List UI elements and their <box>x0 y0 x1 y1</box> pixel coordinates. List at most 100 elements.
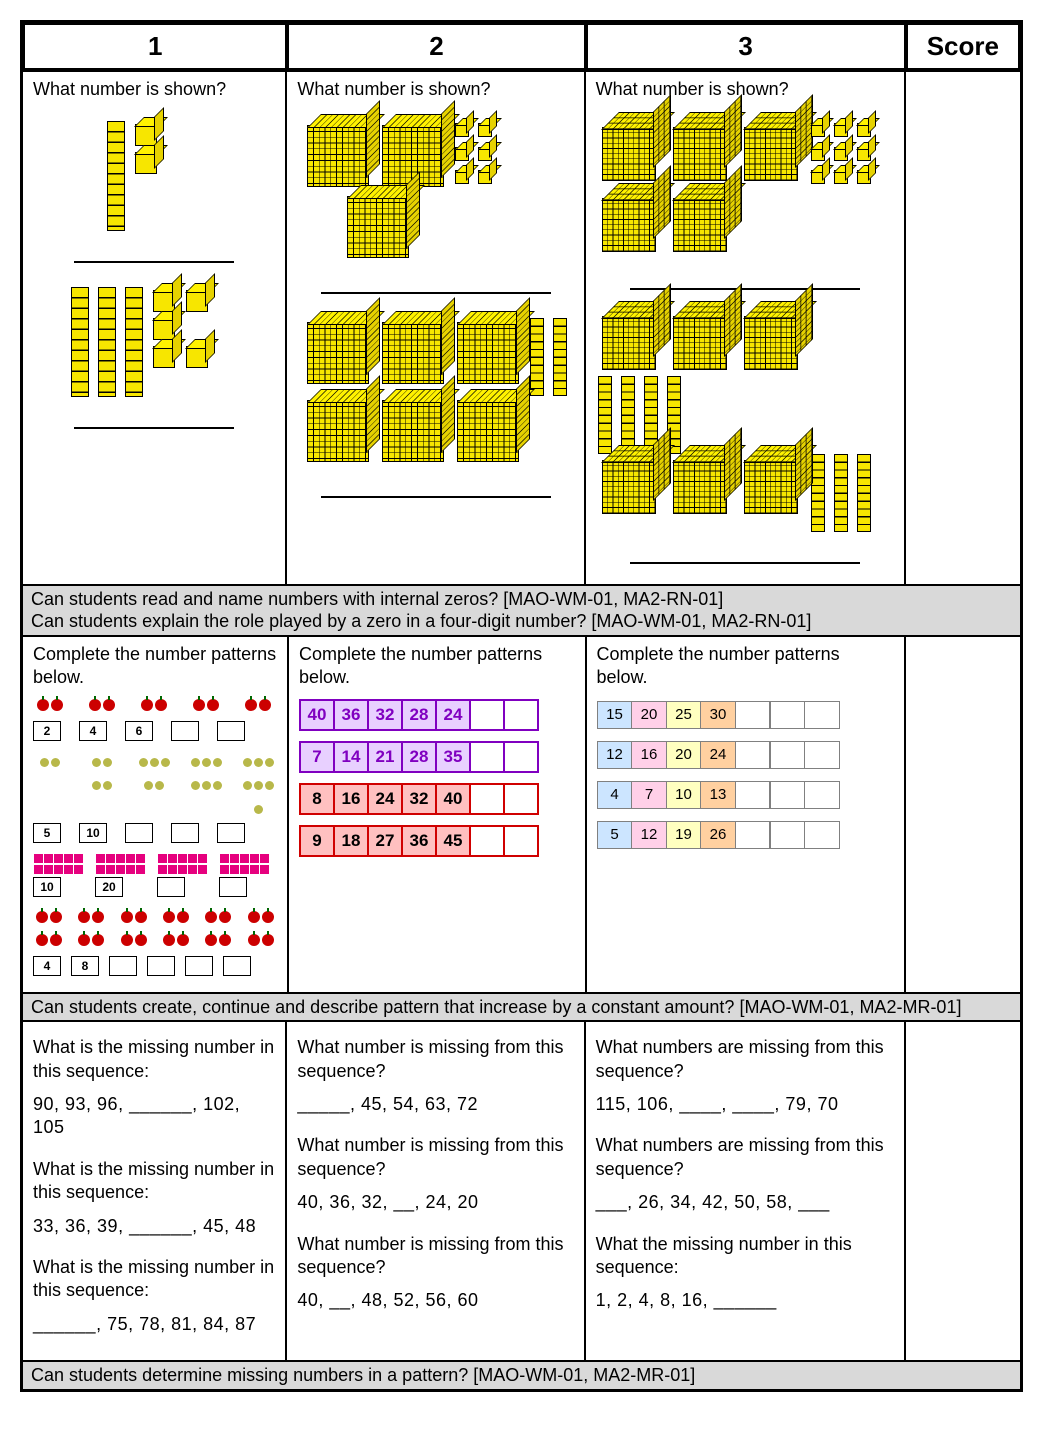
unit-cube-icon <box>811 147 825 161</box>
strip-cell: 40 <box>299 699 335 731</box>
unit-cube-icon <box>478 170 492 184</box>
number-box[interactable]: 20 <box>95 877 123 897</box>
rod-icon <box>553 318 567 396</box>
seq-line[interactable]: 1, 2, 4, 8, 16, ______ <box>596 1289 894 1312</box>
rod-icon <box>598 376 612 454</box>
strip-cell: 21 <box>367 741 403 773</box>
strip-cell[interactable] <box>769 701 805 729</box>
strip-cell[interactable] <box>735 741 771 769</box>
strip-cell: 18 <box>333 825 369 857</box>
seq-question: What is the missing number in this seque… <box>33 1256 275 1303</box>
strip-cell[interactable] <box>769 821 805 849</box>
number-box[interactable]: 2 <box>33 721 61 741</box>
flat-icon <box>307 400 369 462</box>
strip-cell[interactable] <box>503 783 539 815</box>
number-box[interactable]: 10 <box>33 877 61 897</box>
score-cell-2[interactable] <box>906 637 1020 992</box>
cell-1-1: What number is shown? <box>23 72 287 584</box>
header-3: 3 <box>586 23 906 70</box>
number-box[interactable] <box>147 956 175 976</box>
answer-line[interactable] <box>630 270 860 290</box>
number-box[interactable]: 4 <box>33 956 61 976</box>
answer-line[interactable] <box>74 243 234 263</box>
number-box[interactable] <box>125 823 153 843</box>
answer-line[interactable] <box>321 478 551 498</box>
strip-cell[interactable] <box>735 781 771 809</box>
seq-line[interactable]: ______, 75, 78, 81, 84, 87 <box>33 1313 275 1336</box>
strip-cell: 26 <box>700 821 736 849</box>
band-text: Can students read and name numbers with … <box>31 588 1012 611</box>
strip-cell[interactable] <box>469 741 505 773</box>
dot-icon <box>161 758 170 767</box>
strip-cell: 9 <box>299 825 335 857</box>
pattern-strip: 714212835 <box>299 741 575 773</box>
strip-cell[interactable] <box>769 781 805 809</box>
strip-cell[interactable] <box>735 701 771 729</box>
seq-line[interactable]: ___, 26, 34, 42, 50, 58, ___ <box>596 1191 894 1214</box>
strip-cell[interactable] <box>469 825 505 857</box>
score-cell-3[interactable] <box>906 1022 1020 1360</box>
unit-cube-icon <box>153 346 175 368</box>
rod-icon <box>530 318 544 396</box>
number-box[interactable] <box>217 721 245 741</box>
strip-cell[interactable] <box>503 741 539 773</box>
number-box[interactable] <box>185 956 213 976</box>
rod-icon <box>834 454 848 532</box>
flat-icon <box>347 196 409 258</box>
number-box[interactable]: 8 <box>71 956 99 976</box>
flat-icon <box>382 400 444 462</box>
dot-icon <box>40 758 49 767</box>
blocks-c3b <box>596 304 894 536</box>
seq-line[interactable]: 33, 36, 39, ______, 45, 48 <box>33 1215 275 1238</box>
seq-line[interactable]: 40, __, 48, 52, 56, 60 <box>297 1289 573 1312</box>
cell-1-2: What number is shown? <box>287 72 585 584</box>
strip-cell[interactable] <box>469 783 505 815</box>
pattern-apples-4s: 48 <box>33 907 277 976</box>
flat-icon <box>457 400 519 462</box>
strip-cell: 12 <box>597 741 633 769</box>
number-box[interactable] <box>171 823 199 843</box>
flat-icon <box>457 322 519 384</box>
number-box[interactable] <box>219 877 247 897</box>
answer-line[interactable] <box>630 544 860 564</box>
number-box[interactable]: 10 <box>79 823 107 843</box>
unit-cube-icon <box>186 346 208 368</box>
answer-line[interactable] <box>74 409 234 429</box>
number-box[interactable] <box>157 877 185 897</box>
strip-cell[interactable] <box>804 821 840 849</box>
number-box[interactable]: 6 <box>125 721 153 741</box>
answer-line[interactable] <box>321 274 551 294</box>
strip-cell[interactable] <box>735 821 771 849</box>
strip-cell[interactable] <box>804 741 840 769</box>
strip-cell[interactable] <box>769 741 805 769</box>
thousand-cube-icon <box>673 460 727 514</box>
strip-cell: 28 <box>401 699 437 731</box>
strip-cell: 5 <box>597 821 633 849</box>
strip-cell[interactable] <box>804 701 840 729</box>
seq-line[interactable]: 90, 93, 96, ______, 102, 105 <box>33 1093 275 1140</box>
dot-icon <box>265 781 274 790</box>
pattern-pink-10s: 10 20 <box>33 853 277 897</box>
apple-icon <box>245 699 257 711</box>
strip-cell: 19 <box>666 821 702 849</box>
seq-question: What number is missing from this sequenc… <box>297 1134 573 1181</box>
strip-cell[interactable] <box>503 825 539 857</box>
number-box[interactable]: 5 <box>33 823 61 843</box>
blocks-c1a <box>33 115 275 235</box>
number-box[interactable] <box>171 721 199 741</box>
number-box[interactable]: 4 <box>79 721 107 741</box>
score-cell-1[interactable] <box>906 72 1020 584</box>
strip-cell[interactable] <box>503 699 539 731</box>
seq-line[interactable]: 40, 36, 32, __, 24, 20 <box>297 1191 573 1214</box>
strip-cell: 24 <box>367 783 403 815</box>
seq-line[interactable]: 115, 106, ____, ____, 79, 70 <box>596 1093 894 1116</box>
strip-cell: 36 <box>401 825 437 857</box>
header-2: 2 <box>287 23 585 70</box>
strip-cell[interactable] <box>469 699 505 731</box>
seq-line[interactable]: _____, 45, 54, 63, 72 <box>297 1093 573 1116</box>
cell-2-2: Complete the number patterns below. 4036… <box>289 637 587 992</box>
strip-cell[interactable] <box>804 781 840 809</box>
number-box[interactable] <box>223 956 251 976</box>
number-box[interactable] <box>109 956 137 976</box>
number-box[interactable] <box>217 823 245 843</box>
